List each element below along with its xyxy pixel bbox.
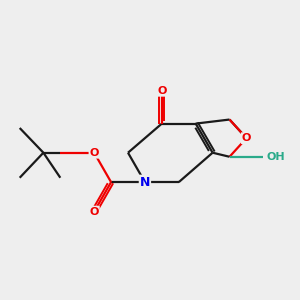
Text: O: O [89, 207, 99, 217]
Text: O: O [89, 148, 99, 158]
Text: O: O [157, 86, 167, 96]
Text: O: O [242, 133, 251, 143]
Text: OH: OH [267, 152, 285, 162]
Text: N: N [140, 176, 150, 189]
